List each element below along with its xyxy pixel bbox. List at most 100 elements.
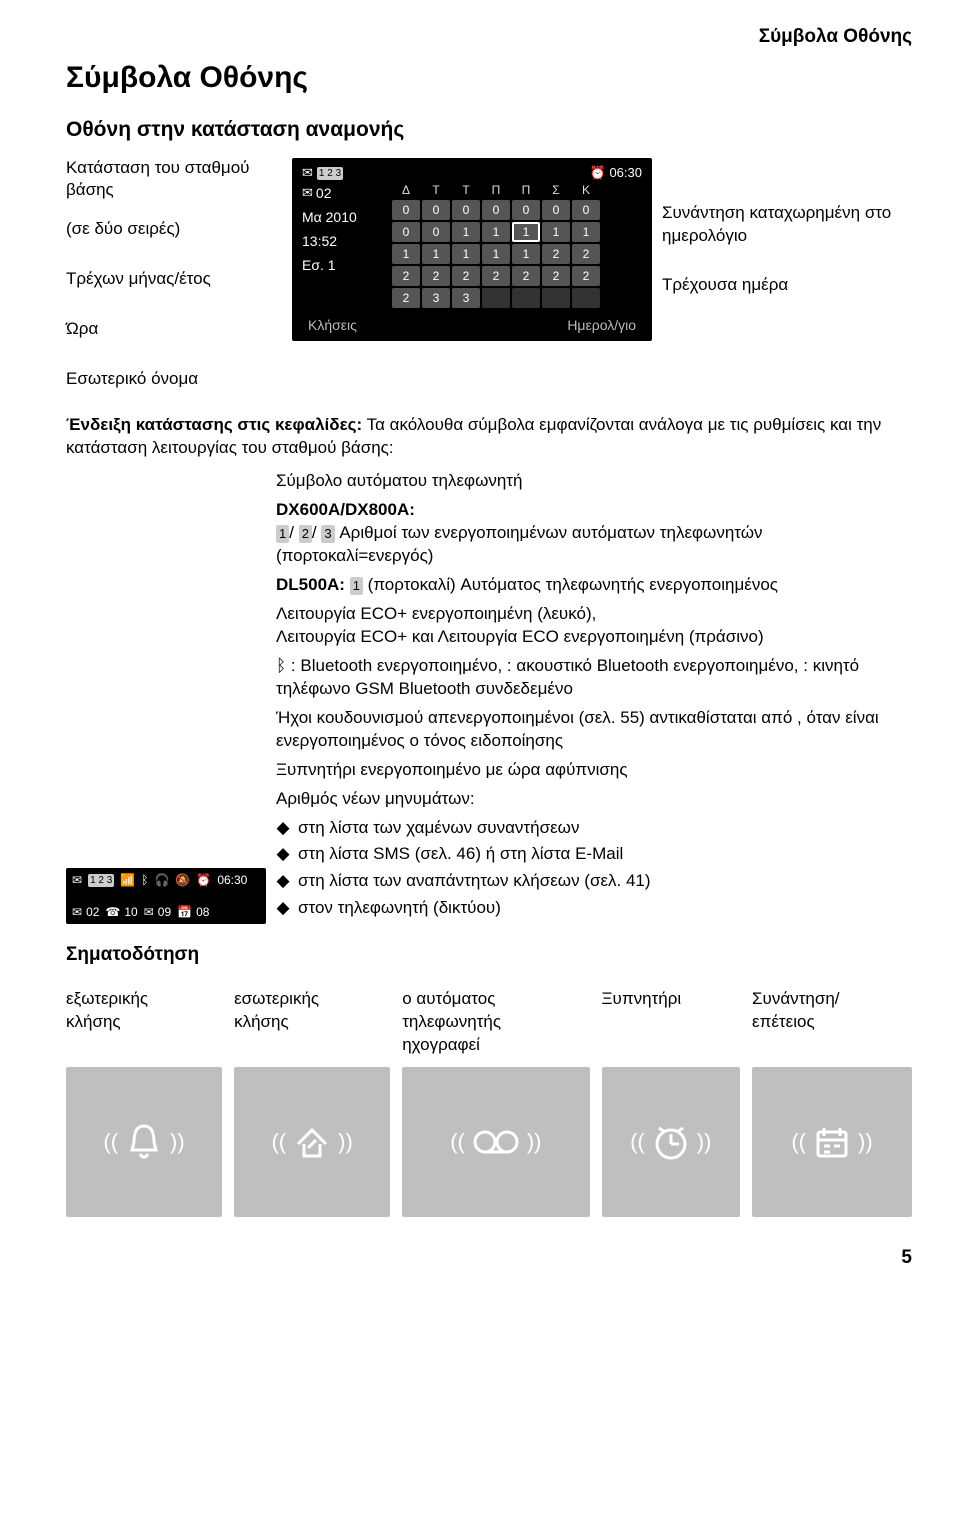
cal-cell [572,288,600,308]
tape-icon [469,1120,523,1164]
cal-cell: 0 [422,200,450,220]
newmsg-list-text: στη λίστα των χαμένων συναντήσεων [298,817,579,840]
signal-icons-row: (( )) (( )) (( [66,1067,912,1217]
voicemail-icon: ✉ [302,164,313,182]
alarm-icon-mini: ⏰ [196,872,211,888]
clock-icon [649,1120,693,1164]
cal-cell: 2 [572,244,600,264]
bullet-icon: ◆ [276,843,290,866]
callout-appointment: Συνάντηση καταχωρημένη στο ημερολόγιο [662,202,912,248]
feature-list: Σύμβολο αυτόματου τηλεφωνητή DX600A/DX80… [276,470,912,924]
antenna-icon: 📶 [120,872,135,888]
feature-newmsg: Αριθμός νέων μηνυμάτων: ◆στη λίστα των χ… [276,788,912,925]
newmsg-list-item: ◆ στη λίστα SMS (σελ. 46) ή στη λίστα E-M… [276,843,912,866]
bullet-icon: ◆ [276,870,290,893]
cal-cell: 0 [512,200,540,220]
callout-month-year: Τρέχων μήνας/έτος [66,258,282,300]
section-title-signalling: Σηματοδότηση [66,942,912,968]
feature-dl500: DL500A: 1 (πορτοκαλί) Αυτόματος τηλεφωνη… [276,574,912,597]
sig-alarm: Ξυπνητήρι [602,988,741,1011]
cal-cell: 2 [392,288,420,308]
signal-icon-alarm: (( )) [602,1067,741,1217]
feature-am-symbol: Σύμβολο αυτόματου τηλεφωνητή [276,470,912,493]
cal-cell: 1 [422,244,450,264]
envelope-icon: ✉ [144,904,154,920]
page-number: 5 [66,1245,912,1271]
cal-cell: 0 [422,222,450,242]
status-line2-badge: 02 [316,184,332,203]
cal-cell [482,288,510,308]
cal-day-header: Π [482,182,510,198]
cal-cell: 1 [572,222,600,242]
newmsg-list-item: ◆ στη λίστα των χαμένων συναντήσεων [276,817,912,840]
cal-cell: 3 [422,288,450,308]
cal-cell: 0 [482,200,510,220]
callout-time: Ώρα [66,308,282,350]
left-callouts: Κατάσταση του σταθμού βάσης (σε δύο σειρ… [66,158,282,400]
am-number-badge: 3 [321,525,334,543]
sig-external-a: εξωτερικής [66,988,222,1011]
cal-cell: 1 [482,222,510,242]
screen-time: 13:52 [302,230,382,252]
bullet-icon: ◆ [276,817,290,840]
screen-name: Εσ. 1 [302,254,382,276]
missed-call-icon: ☎ [105,904,120,920]
signal-icon-internal: (( )) [234,1067,390,1217]
bell-off-icon: 🔕 [175,872,190,888]
feature-alarm: Ξυπνητήρι ενεργοποιημένο με ώρα αφύπνιση… [276,759,912,782]
cal-cell: 0 [542,200,570,220]
header-indicator-para: Ένδειξη κατάστασης στις κεφαλίδες: Τα ακ… [66,414,912,460]
cal-cell: 0 [392,200,420,220]
dl500-badge: 1 [350,577,363,595]
status-alarm: ⏰ 06:30 [590,164,642,182]
newmsg-list-text: στη λίστα των αναπάντητων κλήσεων (σελ. … [298,870,651,893]
callout-base-status: Κατάσταση του σταθμού βάσης [66,158,282,200]
headset-icon: 🎧 [154,872,169,888]
cal-cell: 2 [422,266,450,286]
cal-cell: 2 [452,266,480,286]
screen-month-year: Μα 2010 [302,206,382,228]
cal-cell: 1 [452,222,480,242]
cal-cell: 1 [512,244,540,264]
page-title: Σύμβολα Οθόνης [66,58,912,99]
cal-cell: 2 [512,266,540,286]
mini-count-d: 08 [196,904,209,920]
cal-cell: 2 [572,266,600,286]
callout-internal-name: Εσωτερικό όνομα [66,358,282,400]
cal-cell: 0 [452,200,480,220]
feature-eco: Λειτουργία ECO+ ενεργοποιημένη (λευκό), … [276,603,912,649]
newmsg-list-text: στον τηλεφωνητή (δικτύου) [298,897,501,920]
am-number-badge: 1 [276,525,289,543]
mini-status-bar: ✉ 1 2 3 📶 ᛒ 🎧 🔕 ⏰ 06:30 ✉02 ☎10 ✉09 📅08 [66,868,266,924]
home-icon [290,1120,334,1164]
sig-appt-b: επέτειος [752,1011,912,1034]
standby-callout-row: Κατάσταση του σταθμού βάσης (σε δύο σειρ… [66,158,912,400]
cal-cell: 1 [482,244,510,264]
feature-dx600: DX600A/DX800A: 1/ 2/ 3 Αριθμοί των ενεργ… [276,499,912,568]
cal-cell: 1 [512,222,540,242]
signal-icon-external: (( )) [66,1067,222,1217]
callout-two-lines: (σε δύο σειρές) [66,208,282,250]
sig-external-b: κλήσης [66,1011,222,1034]
mini-alarm-time: 06:30 [217,872,247,888]
softkey-left[interactable]: Κλήσεις [308,316,357,335]
section-title-standby: Οθόνη στην κατάσταση αναμονής [66,116,912,144]
alarm-icon: ⏰ [590,165,606,180]
cal-day-header: Δ [392,182,420,198]
cal-cell: 0 [572,200,600,220]
cal-day-header: Τ [452,182,480,198]
calendar-count-icon: 📅 [177,904,192,920]
cal-day-header: Κ [572,182,600,198]
cal-cell: 1 [452,244,480,264]
softkey-right[interactable]: Ημερολ/γιο [567,316,636,335]
newmsg-list-text: στη λίστα SMS (σελ. 46) ή στη λίστα E-Ma… [298,843,623,866]
mini-am-badge: 1 2 3 [88,874,114,888]
sig-appt-a: Συνάντηση/ [752,988,912,1011]
bluetooth-icon-inline: ᛒ [276,656,286,675]
newmsg-list-item: ◆στον τηλεφωνητή (δικτύου) [276,897,912,920]
sig-am-c: ηχογραφεί [402,1034,589,1057]
voicemail-icon-mini: ✉ [72,872,82,888]
cal-cell: 2 [542,266,570,286]
body-para-lead: Ένδειξη κατάστασης στις κεφαλίδες: [66,415,362,434]
cal-cell [512,288,540,308]
